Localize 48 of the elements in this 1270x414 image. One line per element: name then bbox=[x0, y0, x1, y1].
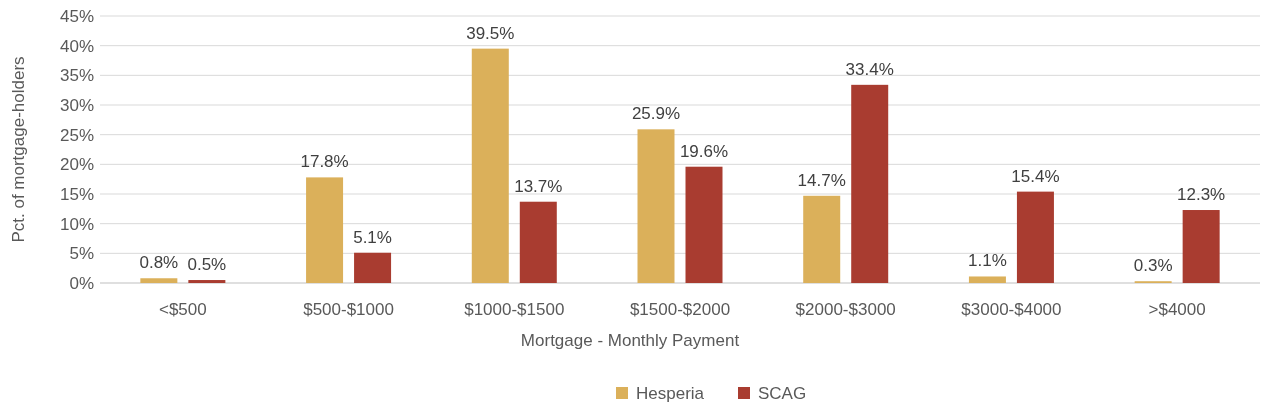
y-tick-label: 20% bbox=[59, 155, 94, 175]
x-tick-label: $1500-$2000 bbox=[629, 300, 731, 319]
x-tick-label: $500-$1000 bbox=[303, 300, 394, 319]
x-tick-label: $3000-$4000 bbox=[961, 300, 1062, 319]
bar bbox=[354, 252, 392, 283]
data-label: 0.8% bbox=[139, 253, 179, 273]
y-tick-label: 45% bbox=[59, 6, 94, 26]
data-label: 12.3% bbox=[1177, 185, 1226, 205]
data-label: 15.4% bbox=[1011, 166, 1060, 186]
y-tick-label: 0% bbox=[69, 273, 94, 293]
legend-label: SCAG bbox=[758, 383, 807, 403]
bar bbox=[188, 280, 226, 283]
data-label: 0.5% bbox=[187, 255, 227, 275]
data-label: 39.5% bbox=[466, 23, 515, 43]
x-axis-title: Mortgage - Monthly Payment bbox=[520, 331, 740, 350]
bar bbox=[1016, 191, 1054, 283]
data-label: 33.4% bbox=[845, 59, 894, 79]
bar bbox=[803, 195, 841, 283]
data-label: 1.1% bbox=[968, 251, 1007, 271]
data-label: 14.7% bbox=[797, 170, 846, 190]
bar bbox=[1182, 210, 1220, 283]
data-label: 25.9% bbox=[631, 104, 681, 124]
bar bbox=[968, 276, 1006, 283]
bar bbox=[306, 177, 344, 283]
data-label: 13.7% bbox=[514, 176, 563, 196]
bar bbox=[637, 129, 675, 283]
x-tick-label: <$500 bbox=[158, 300, 207, 319]
x-tick-label: $2000-$3000 bbox=[795, 300, 896, 319]
y-tick-label: 40% bbox=[59, 36, 94, 56]
bar bbox=[140, 278, 178, 283]
y-tick-label: 5% bbox=[69, 244, 94, 264]
data-label: 5.1% bbox=[353, 227, 392, 247]
data-label: 17.8% bbox=[300, 152, 349, 172]
legend-label: Hesperia bbox=[636, 383, 705, 403]
bar bbox=[685, 166, 723, 283]
y-tick-label: 25% bbox=[59, 125, 94, 145]
y-tick-label: 15% bbox=[59, 184, 94, 204]
y-axis-title: Pct. of mortgage-holders bbox=[9, 56, 28, 243]
y-tick-label: 30% bbox=[59, 95, 94, 115]
bar bbox=[851, 84, 889, 283]
data-label: 0.3% bbox=[1133, 256, 1173, 276]
data-label: 19.6% bbox=[679, 141, 729, 161]
bar bbox=[519, 201, 557, 283]
bar bbox=[471, 48, 509, 283]
y-tick-label: 35% bbox=[59, 66, 94, 86]
y-tick-label: 10% bbox=[59, 214, 94, 234]
x-tick-label: $1000-$1500 bbox=[464, 300, 565, 319]
x-tick-label: >$4000 bbox=[1148, 300, 1206, 319]
